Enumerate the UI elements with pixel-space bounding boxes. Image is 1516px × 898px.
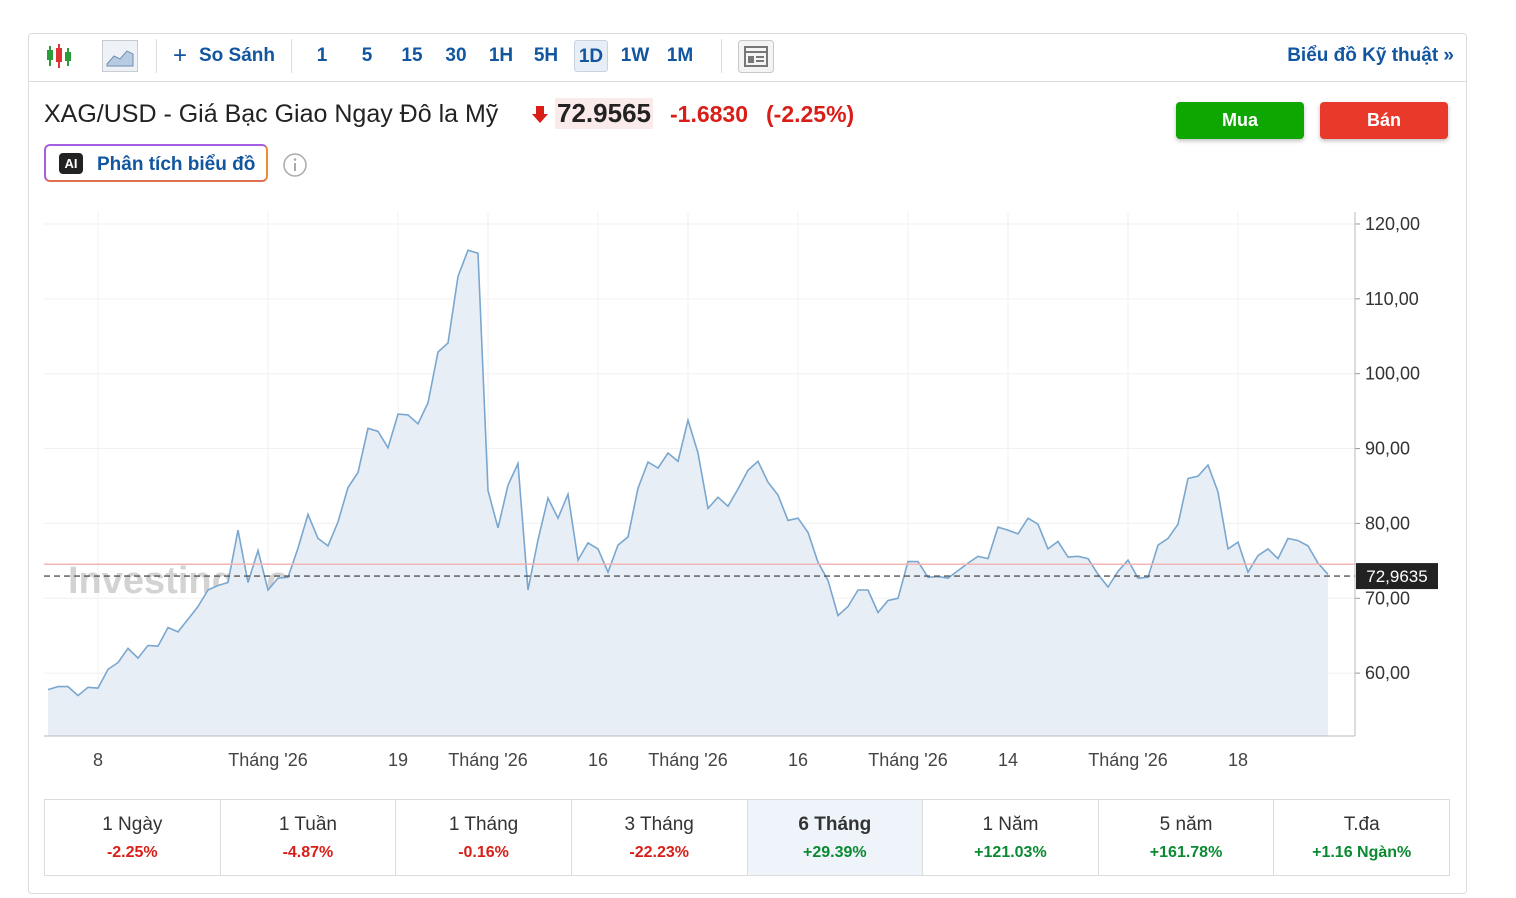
period-name: 5 năm <box>1159 814 1213 835</box>
period-name: 1 Tháng <box>448 814 519 835</box>
last-price-box <box>1356 563 1438 590</box>
period-name: 1 Năm <box>982 814 1039 835</box>
x-tick-label: 16 <box>588 750 608 770</box>
interval-button[interactable]: 1M <box>666 45 694 66</box>
separator <box>156 39 157 73</box>
area-icon[interactable] <box>102 40 138 72</box>
technical-link[interactable]: Biểu đồ Kỹ thuật » <box>1287 45 1454 66</box>
period-change: -0.16% <box>458 844 509 861</box>
y-tick-label: 110,00 <box>1365 289 1419 309</box>
x-tick-label: 14 <box>998 750 1018 770</box>
x-tick-label: 8 <box>93 750 103 770</box>
period-name: 6 Tháng <box>798 814 872 835</box>
x-tick-label: 18 <box>1228 750 1248 770</box>
interval-button[interactable]: 1D <box>574 40 608 72</box>
interval-button[interactable]: 30 <box>445 45 467 66</box>
period-name: T.đa <box>1343 814 1380 835</box>
change-pct: (-2.25%) <box>766 101 855 127</box>
separator <box>721 39 722 73</box>
period-change: -4.87% <box>282 844 334 861</box>
x-tick-label: Tháng '26 <box>868 750 948 770</box>
period-cell[interactable]: 6 Tháng +29.39% <box>746 799 924 876</box>
ai-icon: AI <box>59 153 83 174</box>
interval-button[interactable]: 1W <box>620 45 650 66</box>
candle-icon[interactable] <box>44 40 74 72</box>
interval-button[interactable]: 1 <box>316 45 328 66</box>
ai-button[interactable]: AI Phân tích biểu đồ <box>44 144 268 182</box>
period-cell[interactable]: 1 Năm +121.03% <box>922 799 1099 876</box>
y-tick-label: 120,00 <box>1365 214 1420 234</box>
separator <box>291 39 292 73</box>
period-change: +161.78% <box>1149 844 1223 861</box>
y-tick-label: 80,00 <box>1365 513 1410 533</box>
period-change: +29.39% <box>803 844 867 861</box>
x-tick-label: Tháng '26 <box>648 750 728 770</box>
period-cell[interactable]: 1 Tuần -4.87% <box>219 799 397 876</box>
period-cell[interactable]: T.đa +1.16 Ngàn% <box>1273 799 1450 876</box>
period-change: +1.16 Ngàn% <box>1312 844 1412 861</box>
last-price-label: 72,9635 <box>1366 567 1427 586</box>
x-tick-label: Tháng '26 <box>448 750 528 770</box>
period-name: 3 Tháng <box>624 814 694 835</box>
period-change: +121.03% <box>974 844 1047 861</box>
ai-label: Phân tích biểu đồ <box>97 154 256 175</box>
x-tick-label: Tháng '26 <box>1088 750 1168 770</box>
period-name: 1 Ngày <box>102 814 163 835</box>
period-cell[interactable]: 5 năm +161.78% <box>1097 799 1275 876</box>
period-name: 1 Tuần <box>278 814 337 835</box>
down-arrow <box>532 106 548 123</box>
info-icon[interactable] <box>282 152 308 178</box>
price: 72.9565 <box>555 98 653 129</box>
plus-icon[interactable]: + <box>173 42 188 69</box>
interval-button[interactable]: 1H <box>488 45 514 66</box>
y-tick-label: 70,00 <box>1365 588 1410 608</box>
area-fill <box>48 250 1328 736</box>
period-cell[interactable]: 3 Tháng -22.23% <box>570 799 748 876</box>
period-change: -2.25% <box>106 844 158 861</box>
widget <box>28 33 1467 894</box>
interval-button[interactable]: 5 <box>361 45 373 66</box>
period-cell[interactable]: 1 Ngày -2.25% <box>44 799 221 876</box>
y-tick-label: 90,00 <box>1365 439 1410 459</box>
toolbar <box>28 33 1466 82</box>
sell-button[interactable]: Bán <box>1320 102 1448 139</box>
x-tick-label: 16 <box>788 750 808 770</box>
period-cell[interactable]: 1 Tháng -0.16% <box>395 799 572 876</box>
x-tick-label: Tháng '26 <box>228 750 308 770</box>
instrument-title: XAG/USD - Giá Bạc Giao Ngay Đô la Mỹ <box>44 100 499 128</box>
y-tick-label: 60,00 <box>1365 663 1410 683</box>
interval-button[interactable]: 5H <box>533 45 559 66</box>
buy-button[interactable]: Mua <box>1176 102 1304 139</box>
x-tick-label: 19 <box>388 750 408 770</box>
period-change: -22.23% <box>629 844 689 861</box>
interval-button[interactable]: 15 <box>401 45 423 66</box>
news-icon[interactable] <box>738 40 774 73</box>
y-tick-label: 100,00 <box>1365 364 1420 384</box>
compare-button[interactable]: So Sánh <box>199 45 276 66</box>
change: -1.6830 <box>670 101 749 127</box>
